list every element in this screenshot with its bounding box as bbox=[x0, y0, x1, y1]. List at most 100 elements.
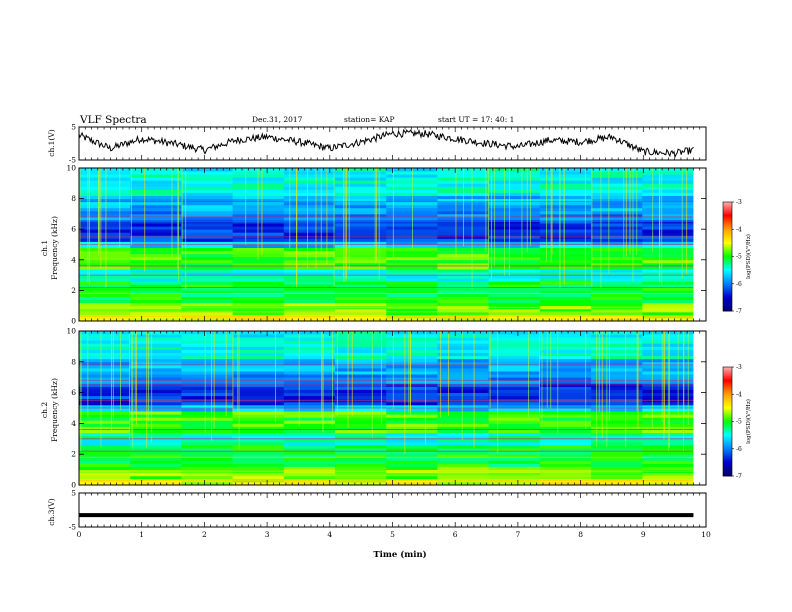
colorbar-cell bbox=[723, 403, 732, 406]
ch1-spectrogram-cell bbox=[232, 290, 285, 294]
ch2-spectrogram-cell bbox=[130, 438, 182, 443]
ch2-spectrogram-cell bbox=[335, 417, 387, 421]
ch1-spectrogram-cell bbox=[283, 210, 336, 215]
ch2-spectrogram-cell bbox=[488, 414, 541, 418]
colorbar-cell bbox=[723, 443, 732, 446]
ch1-spectrogram-cell bbox=[130, 210, 182, 215]
ch1-spectrogram-cell bbox=[130, 299, 182, 304]
ch1-spectrogram-cell bbox=[488, 299, 541, 304]
ch1-spectrogram-cell bbox=[488, 275, 541, 279]
ch2-spectrogram-cell bbox=[232, 343, 285, 347]
ch2-spectrogram-cell bbox=[181, 395, 234, 400]
ch2-spectrogram-cell bbox=[386, 361, 438, 366]
ch1-spectrogram-cell bbox=[130, 213, 182, 218]
ch1-spectrogram-cell bbox=[181, 213, 234, 218]
ch2-spectrogram-cell bbox=[386, 389, 438, 393]
ch1-spectrogram-cell bbox=[642, 281, 695, 285]
ch1-spectrogram-cell bbox=[488, 256, 541, 261]
colorbar-cell bbox=[723, 412, 732, 415]
ch2-spectrogram-cell bbox=[591, 364, 643, 369]
ch1-spectrogram-cell bbox=[386, 296, 438, 300]
ch1-spectrogram-cell bbox=[181, 198, 234, 203]
ch1-spectrogram-cell bbox=[130, 290, 182, 294]
ch1-spectrogram-cell bbox=[488, 272, 541, 276]
ch2-spectrogram-cell bbox=[232, 371, 285, 375]
ch1-spectrogram-cell bbox=[130, 223, 182, 227]
ch1-spectrogram-cell bbox=[437, 290, 490, 294]
ch1-spectrogram-cell bbox=[283, 259, 336, 264]
ch2-spectrogram-cell bbox=[232, 426, 285, 430]
ch1-spectrogram-cell bbox=[232, 253, 285, 258]
ch2-spectrogram-cell bbox=[79, 386, 131, 390]
ch2-spectrogram-cell bbox=[539, 401, 592, 406]
ch2-frequency-label: Frequency (kHz) bbox=[50, 378, 59, 442]
ch1-spectrogram-cell bbox=[488, 259, 541, 264]
ch2-spectrogram-cell bbox=[283, 426, 336, 430]
ch2-spectrogram-cell bbox=[488, 438, 541, 443]
ch1-spectrogram-cell bbox=[130, 272, 182, 276]
ch2-spectrogram-cell bbox=[539, 389, 592, 393]
ch2-spectrogram-cell bbox=[488, 472, 541, 477]
ch2-spectrogram-cell bbox=[79, 364, 131, 369]
ch2-spectrogram-cell bbox=[130, 463, 182, 467]
ch1-spectrogram-cell bbox=[335, 223, 387, 227]
ch1-spectrogram-cell bbox=[488, 168, 541, 172]
colorbar-cell bbox=[723, 223, 732, 226]
ch2-spectrogram-cell bbox=[488, 417, 541, 421]
ch2-spectrogram-cell bbox=[539, 392, 592, 397]
ch2-spectrogram-cell bbox=[232, 392, 285, 397]
ch2-spectrogram-cell bbox=[79, 392, 131, 397]
ch1-spectrogram-cell bbox=[181, 311, 234, 316]
ch1-spectrogram-cell bbox=[181, 238, 234, 242]
ch2-spectrogram-cell bbox=[181, 368, 234, 372]
ch1-spectrogram-cell bbox=[232, 269, 285, 273]
ch1-spectrogram-cell bbox=[386, 168, 438, 172]
ch1-spectrogram-cell bbox=[232, 275, 285, 279]
colorbar-cell bbox=[723, 294, 732, 297]
ch1-spectrogram-cell bbox=[539, 293, 592, 297]
colorbar-cell bbox=[723, 463, 732, 466]
ch2-spectrogram-cell bbox=[539, 472, 592, 477]
ch1-spectrogram-cell bbox=[642, 311, 695, 316]
ch2-spectrogram-cell bbox=[79, 377, 131, 381]
ch2-spectrogram-cell bbox=[232, 411, 285, 415]
ch2-spectrogram-ytick-label: 2 bbox=[71, 450, 76, 459]
ch2-spectrogram-cell bbox=[79, 380, 131, 384]
date-label: Dec.31, 2017 bbox=[252, 115, 303, 124]
ch1-spectrogram-cell bbox=[130, 229, 182, 233]
ch1-spectrogram-cell bbox=[642, 275, 695, 279]
ch2-spectrogram-cell bbox=[437, 340, 490, 344]
ch1-spectrogram-cell bbox=[232, 210, 285, 215]
colorbar-cell bbox=[723, 218, 732, 221]
ch2-spectrogram-cell bbox=[283, 417, 336, 421]
ch1-spectrogram-cell bbox=[488, 269, 541, 273]
colorbar-cell bbox=[723, 249, 732, 252]
ch2-spectrogram-cell bbox=[79, 448, 131, 452]
ch1-spectrogram-cell bbox=[130, 311, 182, 316]
ch2-spectrogram-cell bbox=[437, 417, 490, 421]
ch1-spectrogram-cell bbox=[130, 265, 182, 270]
ch1-spectrogram-cell bbox=[283, 250, 336, 255]
ch2-spectrogram-cell bbox=[130, 454, 182, 458]
ch1-spectrogram-cell bbox=[79, 174, 131, 178]
ch2-colorbar: -3 -4 -5 -6 -7 log(PSD)(V²/Hz) bbox=[722, 364, 752, 480]
ch1-spectrogram-cell bbox=[386, 269, 438, 273]
ch1-spectrogram-cell bbox=[539, 192, 592, 196]
ch1-spectrogram-cell bbox=[591, 244, 643, 248]
ch1-spectrogram-cell bbox=[642, 192, 695, 196]
ch1-spectrogram-cell bbox=[539, 269, 592, 273]
ch2-spectrogram-cell bbox=[488, 340, 541, 344]
ch1-spectrogram-cell bbox=[130, 241, 182, 245]
colorbar-cell bbox=[723, 234, 732, 237]
ch2-spectrogram-cell bbox=[539, 404, 592, 409]
colorbar-cell bbox=[723, 272, 732, 276]
colorbar-cell bbox=[723, 456, 732, 459]
ch1-spectrogram-cell bbox=[386, 281, 438, 285]
ch2-spectrogram-cell bbox=[232, 466, 285, 470]
ch2-spectrogram-cell bbox=[181, 432, 234, 437]
ch2-spectrogram-cell bbox=[539, 457, 592, 461]
ch2-spectrogram-cell bbox=[130, 445, 182, 449]
ch2-spectrogram-cell bbox=[539, 466, 592, 470]
ch1-spectrogram-cell bbox=[79, 262, 131, 267]
colorbar-tick-label: -7 bbox=[736, 308, 742, 315]
